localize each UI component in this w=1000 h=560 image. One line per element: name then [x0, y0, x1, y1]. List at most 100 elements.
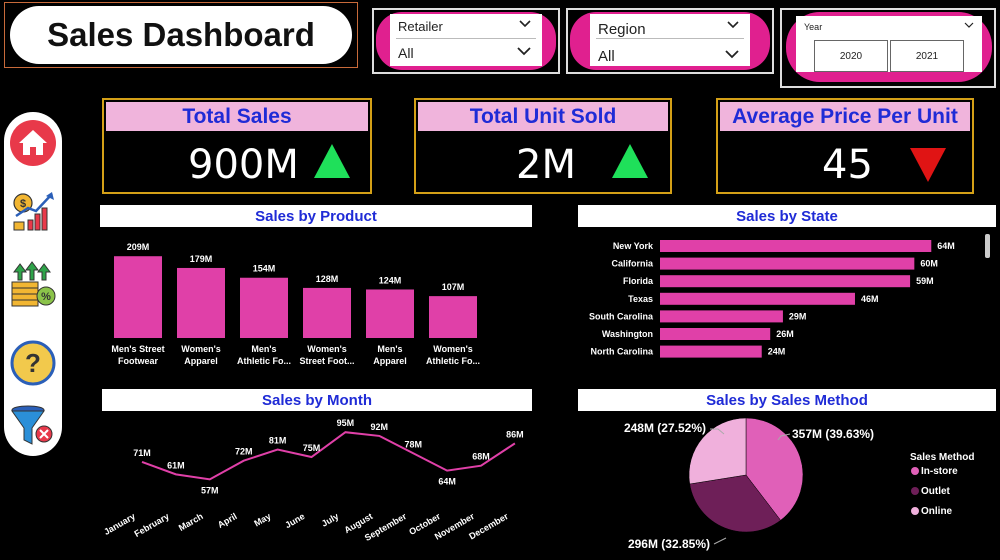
sales-by-method-chart: 357M (39.63%) 296M (32.85%) 248M (27.52%) S… — [624, 417, 974, 551]
bar — [366, 289, 414, 338]
bar — [660, 328, 771, 340]
category-label: Athletic Fo... — [237, 356, 291, 366]
year-option-2020[interactable]: 2020 — [814, 40, 888, 72]
legend-marker — [911, 507, 919, 515]
chart-title-product: Sales by Product — [100, 205, 532, 227]
year-slicer[interactable]: Year 2020 2021 — [796, 16, 982, 72]
category-label: Florida — [623, 276, 654, 286]
chevron-down-icon[interactable] — [724, 49, 740, 62]
category-label: April — [216, 511, 239, 530]
bar — [660, 292, 855, 305]
retailer-slicer[interactable]: Retailer All — [390, 14, 542, 66]
retailer-value[interactable]: All — [398, 45, 414, 61]
region-value[interactable]: All — [598, 48, 615, 65]
chart-title-method: Sales by Sales Method — [578, 389, 996, 411]
year-option-2021[interactable]: 2021 — [890, 40, 964, 72]
legend-item: Outlet — [921, 486, 951, 497]
nav-clear-filters-button[interactable] — [8, 402, 58, 452]
bar — [660, 310, 783, 323]
trend-up-icon — [612, 144, 648, 178]
category-label: California — [611, 259, 654, 269]
region-label: Region — [598, 21, 646, 38]
kpi-total-sales: Total Sales 900M — [102, 98, 372, 194]
kpi-title: Average Price Per Unit — [720, 102, 970, 131]
category-label: New York — [613, 241, 654, 251]
category-label: January — [102, 511, 137, 537]
kpi-value: 2M — [516, 142, 576, 188]
category-label: July — [320, 511, 341, 529]
kpi-total-unit-sold: Total Unit Sold 2M — [414, 98, 672, 194]
category-label: February — [133, 511, 171, 539]
category-label: Footwear — [118, 356, 159, 366]
nav-home-button[interactable] — [8, 118, 58, 168]
bar — [114, 256, 162, 338]
kpi-title: Total Sales — [106, 102, 368, 131]
title-pill: Sales Dashboard — [10, 6, 352, 64]
page-title: Sales Dashboard — [47, 16, 315, 53]
nav-sales-growth-button[interactable]: $ — [8, 186, 58, 236]
bar — [660, 345, 762, 358]
legend-item: In-store — [921, 466, 958, 477]
data-label: 154M — [253, 264, 276, 274]
data-label: 296M (32.85%) — [628, 537, 710, 551]
slicer-divider — [596, 38, 744, 39]
sidebar-nav: $ % ? — [4, 112, 62, 456]
data-label: 64M — [937, 241, 955, 251]
data-label: 179M — [190, 254, 213, 264]
kpi-value: 45 — [822, 142, 873, 188]
data-label: 29M — [789, 311, 807, 321]
nav-finance-button[interactable]: % — [8, 260, 58, 310]
trend-up-icon — [314, 144, 350, 178]
category-label: South Carolina — [589, 311, 654, 321]
legend-item: Online — [921, 506, 953, 517]
bar — [240, 277, 288, 338]
svg-text:%: % — [41, 291, 51, 303]
category-label: Women's — [307, 344, 346, 354]
home-icon — [10, 120, 56, 166]
category-label: Men's — [251, 344, 276, 354]
category-label: Washington — [602, 329, 653, 339]
legend-title: Sales Method — [910, 452, 974, 463]
data-label: 61M — [167, 460, 185, 470]
pie-slice — [688, 417, 747, 485]
data-label: 64M — [438, 477, 456, 487]
kpi-value: 900M — [188, 142, 299, 188]
category-label: Women's — [433, 344, 472, 354]
region-slicer[interactable]: Region All — [590, 14, 750, 66]
finance-icon: % — [11, 261, 56, 307]
data-label: 75M — [303, 443, 321, 453]
chart-title-state: Sales by State — [578, 205, 996, 227]
data-label: 60M — [920, 259, 938, 269]
slicer-divider — [396, 38, 536, 39]
bar — [429, 296, 477, 338]
chevron-down-icon[interactable] — [726, 20, 740, 33]
chart-title-month: Sales by Month — [102, 389, 532, 411]
kpi-title: Total Unit Sold — [418, 102, 668, 131]
category-label: Women's — [181, 344, 220, 354]
legend-marker — [911, 487, 919, 495]
category-label: Apparel — [373, 356, 407, 366]
chevron-down-icon[interactable] — [518, 19, 532, 32]
trend-down-icon — [910, 148, 946, 182]
retailer-label: Retailer — [398, 19, 443, 34]
bar — [303, 287, 351, 338]
category-label: Men's — [377, 344, 402, 354]
data-label: 26M — [776, 329, 794, 339]
chevron-down-icon[interactable] — [516, 46, 532, 59]
nav-help-button[interactable]: ? — [8, 338, 58, 388]
data-label: 71M — [133, 448, 151, 458]
category-label: March — [177, 511, 205, 533]
data-label: 209M — [127, 242, 150, 252]
bar — [660, 275, 911, 288]
data-label: 95M — [337, 418, 355, 428]
bar — [660, 240, 932, 252]
chevron-down-icon[interactable] — [964, 21, 974, 33]
legend-marker — [911, 467, 919, 475]
data-label: 86M — [506, 429, 524, 439]
data-label: 124M — [379, 275, 402, 285]
series-line — [141, 431, 516, 481]
data-label: 68M — [472, 452, 490, 462]
bar — [660, 257, 915, 270]
question-icon: ? — [10, 340, 56, 386]
data-label: 72M — [235, 447, 253, 457]
